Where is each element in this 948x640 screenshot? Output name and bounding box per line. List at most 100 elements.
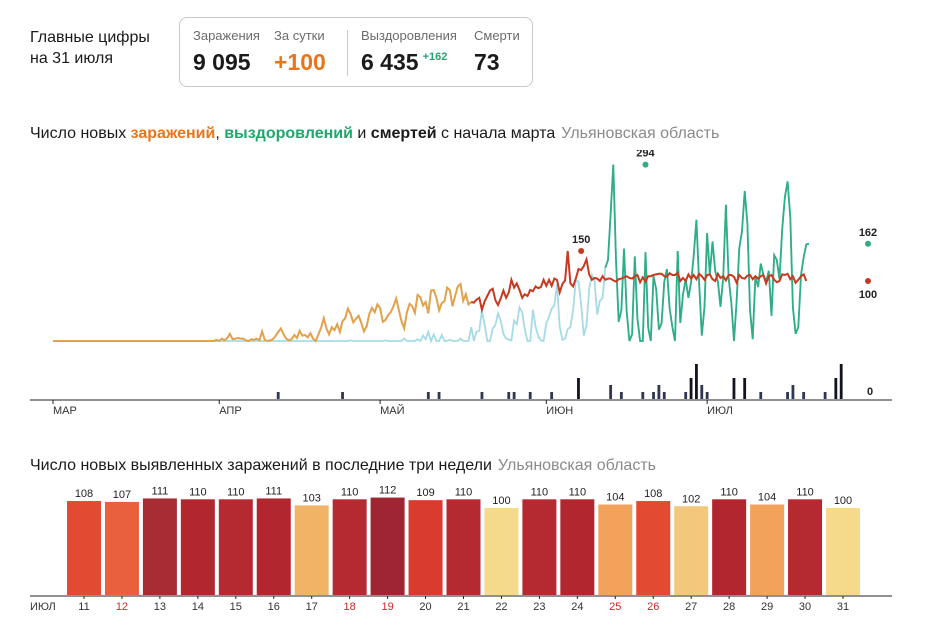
month-label-2: АПР: [219, 405, 241, 417]
series-recovered-light: [53, 164, 810, 344]
day-label-15: 15: [230, 601, 242, 613]
bar-value-11: 108: [75, 488, 93, 500]
chart2-title: Число новых выявленных заражений в после…: [30, 457, 656, 474]
bar-value-28: 110: [720, 486, 738, 498]
chart1-title: Число новых заражений, выздоровлений и с…: [30, 125, 720, 142]
day-label-16: 16: [268, 601, 280, 613]
death-bar: [684, 392, 688, 399]
death-bar: [437, 392, 441, 399]
stat-daily-value: +100: [274, 49, 326, 75]
month-label-3: МАЙ: [380, 404, 404, 417]
stat-recovered-label: Выздоровления: [361, 28, 457, 43]
bar-value-26: 108: [644, 488, 662, 500]
stat-infections-value: 9 095: [193, 49, 251, 75]
bar-value-18: 110: [341, 486, 359, 498]
stat-deaths: Смерти 73: [474, 28, 520, 76]
bar-value-16: 111: [265, 485, 282, 497]
bar-day-21: [446, 499, 481, 595]
day-label-27: 27: [685, 601, 697, 613]
infections-peak-dot: [578, 248, 585, 254]
stat-recovered: Выздоровления 6 435 +162: [361, 28, 457, 76]
death-bar: [426, 392, 430, 399]
death-bar: [609, 385, 613, 399]
day-label-31: 31: [837, 601, 849, 613]
death-bar: [705, 392, 709, 399]
bar-value-13: 111: [152, 485, 169, 497]
death-bar: [341, 392, 344, 399]
bar-value-23: 110: [531, 486, 549, 498]
day-label-22: 22: [495, 601, 507, 613]
day-label-11: 11: [78, 601, 89, 613]
bar-value-25: 104: [606, 492, 624, 504]
bar-value-17: 103: [303, 492, 321, 504]
bar-day-23: [522, 499, 557, 595]
bar-day-26: [636, 501, 671, 595]
death-bar: [743, 378, 747, 399]
stat-recovered-value: 6 435: [361, 49, 419, 75]
day-label-23: 23: [533, 601, 545, 613]
day-label-18: 18: [344, 601, 356, 613]
bar-value-12: 107: [113, 489, 131, 501]
death-bar: [786, 392, 789, 399]
bar-value-24: 110: [569, 486, 587, 498]
chart2-svg: ИЮЛ 108 11 107 12 111 13 110 14 110 15 111 16 103 17 11…: [30, 485, 892, 613]
death-bar: [480, 392, 484, 399]
bar-day-15: [218, 499, 253, 595]
series-infections: [470, 250, 808, 314]
death-bar: [839, 364, 843, 399]
day-label-30: 30: [799, 601, 811, 613]
bar-day-29: [750, 504, 785, 595]
day-label-28: 28: [723, 601, 735, 613]
chart1-region: Ульяновская область: [561, 125, 720, 142]
death-bar: [550, 392, 554, 399]
bar-value-27: 102: [682, 493, 700, 505]
death-bar: [700, 385, 704, 399]
day-label-14: 14: [192, 601, 204, 613]
chart2-region: Ульяновская область: [497, 457, 656, 474]
stats-divider: [347, 30, 348, 76]
bar-value-21: 110: [455, 486, 473, 498]
bar-value-19: 112: [379, 485, 397, 497]
recovered-last-label: 162: [859, 227, 877, 239]
death-bar: [641, 392, 645, 399]
deaths-last-label: 0: [867, 386, 873, 398]
stat-daily-label: За сутки: [274, 28, 325, 43]
day-label-19: 19: [381, 601, 393, 613]
death-bar: [512, 392, 516, 399]
death-bar: [619, 392, 623, 399]
headline: Главные цифры на 31 июля: [30, 27, 150, 69]
chart1-svg: МАР АПР МАЙ ИЮН ИЮЛ 150 294 162 100 0: [30, 150, 892, 417]
death-bar: [528, 392, 532, 399]
death-bar: [662, 392, 666, 399]
bar-day-27: [674, 506, 709, 595]
bar-value-14: 110: [189, 486, 207, 498]
headline-date: на 31 июля: [30, 50, 114, 67]
bar-value-15: 110: [227, 486, 245, 498]
day-label-24: 24: [571, 601, 583, 613]
series-infections-early: [53, 282, 472, 343]
stat-infections: Заражения 9 095: [193, 28, 260, 76]
stat-recovered-delta: +162: [422, 51, 448, 63]
day-label-21: 21: [457, 601, 469, 613]
death-bar: [695, 364, 698, 399]
legend-recovered: выздоровлений: [224, 125, 353, 142]
bar-day-28: [712, 499, 747, 595]
infections-last-dot: [865, 278, 871, 284]
death-bar: [276, 392, 280, 399]
death-bar: [759, 392, 763, 399]
series-recovered: [604, 164, 810, 342]
infections-last-label: 100: [859, 289, 877, 301]
bar-day-13: [142, 498, 177, 595]
month-label-4: ИЮН: [546, 405, 573, 417]
bar-day-20: [408, 500, 443, 595]
key-figures-box: Заражения 9 095 За сутки +100 Выздоровле…: [179, 17, 533, 87]
death-bar: [652, 392, 655, 399]
day-label-26: 26: [647, 601, 659, 613]
day-label-25: 25: [609, 601, 621, 613]
bar-value-30: 110: [796, 486, 814, 498]
death-bar: [834, 378, 838, 399]
day-label-13: 13: [154, 601, 166, 613]
bar-day-31: [826, 508, 860, 595]
death-bar: [577, 378, 580, 399]
stat-infections-label: Заражения: [193, 28, 260, 43]
